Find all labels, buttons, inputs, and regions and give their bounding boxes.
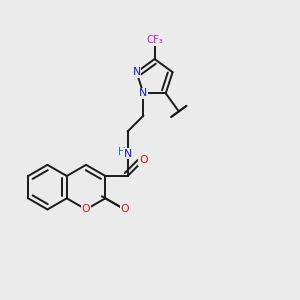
- Text: H: H: [118, 147, 125, 157]
- Text: N: N: [139, 88, 148, 98]
- Text: O: O: [139, 155, 148, 165]
- Text: N: N: [124, 149, 132, 159]
- Text: O: O: [82, 204, 90, 214]
- Text: O: O: [120, 204, 129, 214]
- Text: CF₃: CF₃: [146, 35, 163, 45]
- Text: N: N: [132, 67, 141, 77]
